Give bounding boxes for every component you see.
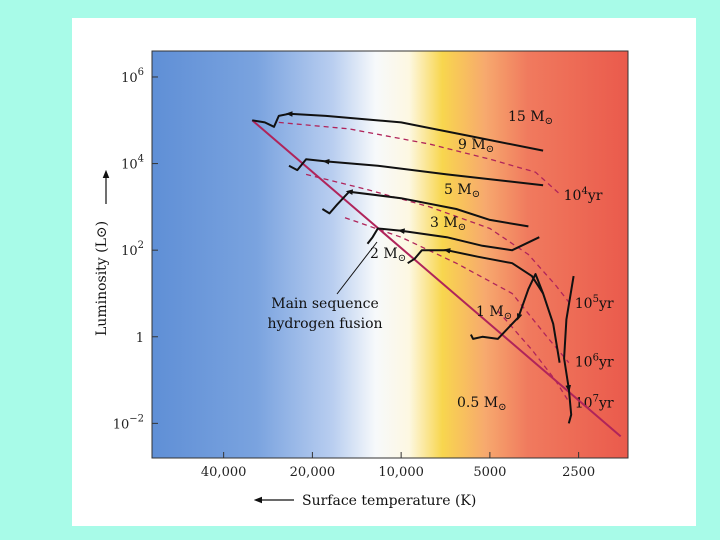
y-tick-base: 10 [121, 158, 138, 173]
mass-label: 0.5 M⊙ [457, 395, 506, 413]
y-tick-exponent: −2 [129, 413, 144, 424]
sun-symbol: ⊙ [398, 253, 406, 264]
sun-symbol: ⊙ [545, 116, 553, 127]
y-axis-title-group: Luminosity (L⊙) [94, 221, 110, 336]
isochrone-line [344, 217, 570, 364]
isochrone-label-exponent: 5 [593, 294, 599, 305]
hr-diagram-chart: 104yr105yr106yr107yrMain sequencehydroge… [94, 50, 629, 509]
slide-panel: 104yr105yr106yr107yrMain sequencehydroge… [72, 18, 696, 526]
y-tick-exponent: 2 [138, 240, 144, 251]
evolution-track [321, 190, 529, 228]
evolution-track [470, 273, 561, 363]
evolution-track [366, 227, 540, 252]
x-tick-label: 20,000 [290, 465, 336, 480]
isochrone-label-base: 10 [575, 355, 593, 371]
axes-text: 40,000 20,000 10,000 5000 2500106104102110−2… [94, 67, 595, 509]
mass-label: 15 M⊙ [508, 109, 553, 127]
isochrone-line [278, 121, 561, 195]
x-axis-title: Surface temperature (K) [302, 493, 476, 509]
isochrone-label-unit: yr [598, 396, 614, 412]
main-sequence-label-line1: Main sequence [271, 296, 379, 312]
x-tick-label: 5000 [473, 465, 506, 480]
y-tick-label: 104 [121, 154, 144, 173]
isochrone-label-unit: yr [598, 355, 614, 371]
x-tick-label: 2500 [562, 465, 595, 480]
isochrone-label-exponent: 4 [581, 186, 587, 197]
mass-label-text: 2 M [370, 246, 398, 262]
isochrone-label: 105yr [575, 294, 614, 312]
y-tick-label: 106 [121, 67, 144, 86]
plot-background [152, 51, 628, 458]
x-tick-label: 40,000 [201, 465, 247, 480]
y-tick-label: 1 [136, 331, 144, 346]
mass-label: 9 M⊙ [458, 137, 494, 155]
mass-label-text: 9 M [458, 137, 486, 153]
isochrone-label-exponent: 6 [593, 353, 599, 364]
plot-frame [151, 50, 629, 459]
main-sequence-line [251, 119, 622, 438]
y-tick-base: 10 [113, 417, 130, 432]
isochrone-label-exponent: 7 [593, 394, 599, 405]
main-sequence-leader-line [336, 241, 378, 295]
mass-label-text: 5 M [444, 182, 472, 198]
evolution-track [407, 249, 544, 295]
isochrone-line [305, 173, 570, 303]
main-sequence-label-line2: hydrogen fusion [267, 316, 382, 332]
isochrone-label: 104yr [564, 186, 603, 204]
y-axis-title: Luminosity (L⊙) [94, 221, 110, 336]
mass-label-text: 15 M [508, 109, 545, 125]
isochrone-line [497, 310, 570, 403]
y-tick-base: 10 [121, 244, 138, 259]
y-tick-base: 1 [136, 331, 144, 346]
sun-symbol: ⊙ [498, 402, 506, 413]
isochrone-label-base: 10 [575, 296, 593, 312]
y-tick-base: 10 [121, 71, 138, 86]
isochrone-label: 106yr [575, 353, 614, 371]
mass-label: 1 M⊙ [476, 304, 512, 322]
sun-symbol: ⊙ [458, 222, 466, 233]
evolution-track [563, 275, 575, 424]
chart-marks: 104yr105yr106yr107yrMain sequencehydroge… [251, 109, 622, 438]
isochrone-label-unit: yr [587, 188, 603, 204]
sun-symbol: ⊙ [472, 189, 480, 200]
y-tick-label: 10−2 [113, 413, 144, 432]
y-tick-label: 102 [121, 240, 144, 259]
x-tick-label: 10,000 [378, 465, 424, 480]
mass-label-text: 3 M [430, 215, 458, 231]
sun-symbol: ⊙ [504, 311, 512, 322]
y-tick-exponent: 6 [138, 67, 144, 78]
mass-label: 5 M⊙ [444, 182, 480, 200]
mass-label: 2 M⊙ [370, 246, 406, 264]
sun-symbol: ⊙ [486, 144, 494, 155]
mass-label: 3 M⊙ [430, 215, 466, 233]
mass-label-text: 0.5 M [457, 395, 498, 411]
isochrone-label-unit: yr [598, 296, 614, 312]
mass-label-text: 1 M [476, 304, 504, 320]
isochrone-label-base: 10 [564, 188, 582, 204]
y-tick-exponent: 4 [138, 154, 144, 165]
